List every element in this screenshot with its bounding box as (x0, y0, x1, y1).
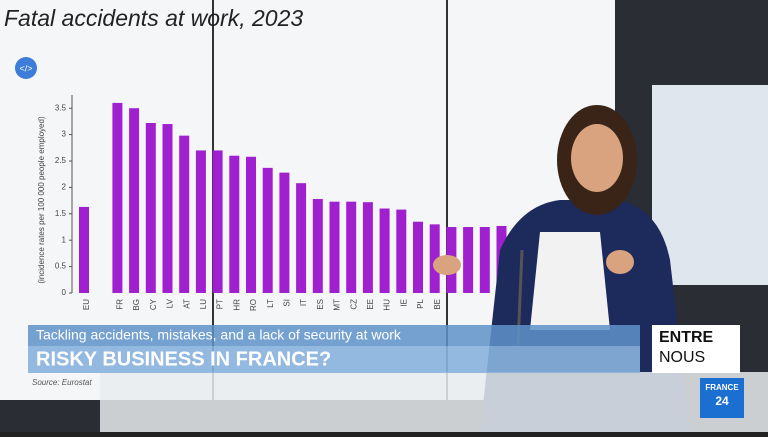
y-tick-label: 0.5 (55, 262, 67, 271)
bar (279, 172, 290, 293)
y-tick-label: 3 (62, 130, 67, 139)
subtitle: Tackling accidents, mistakes, and a lack… (36, 327, 402, 343)
x-tick-label: HR (232, 299, 241, 311)
y-tick-label: 2.5 (55, 156, 67, 165)
channel-logo (700, 378, 744, 418)
x-tick-label: BG (132, 299, 141, 311)
bar (145, 122, 156, 293)
x-tick-label: PT (216, 299, 225, 309)
y-tick-label: 1.5 (55, 209, 67, 218)
bar (112, 102, 123, 293)
channel-name: 24 (715, 394, 729, 408)
bar (396, 209, 407, 293)
headline: RISKY BUSINESS IN FRANCE? (36, 348, 331, 370)
x-tick-label: MT (333, 299, 342, 311)
bar (229, 155, 240, 293)
presenter-shirt (530, 232, 610, 330)
bar (413, 221, 423, 293)
x-tick-label: EE (366, 299, 375, 310)
x-tick-label: IT (299, 299, 308, 306)
show-name: NOUS (659, 349, 705, 366)
x-tick-label: LT (266, 299, 275, 308)
presenter-face (571, 124, 623, 192)
x-tick-label: IE (399, 299, 408, 307)
show-logo (652, 325, 740, 373)
bar (346, 201, 357, 293)
y-tick-label: 0 (62, 288, 67, 297)
x-tick-label: ES (316, 299, 325, 310)
x-tick-label: FR (116, 299, 125, 310)
y-tick-label: 1 (62, 235, 67, 244)
bar (429, 224, 440, 293)
x-tick-label: AT (182, 299, 191, 309)
presenter-hand (606, 250, 634, 274)
bar (129, 108, 140, 293)
x-tick-label: CY (149, 298, 158, 310)
x-tick-label: LU (199, 299, 208, 309)
bar (362, 202, 373, 293)
bar (79, 206, 89, 293)
x-tick-label: EU (82, 299, 91, 310)
bar (312, 199, 323, 293)
y-tick-label: 2 (62, 183, 67, 192)
bar (212, 150, 223, 293)
x-tick-label: SI (283, 299, 292, 307)
chart-title: Fatal accidents at work, 2023 (4, 5, 303, 31)
bar (379, 208, 390, 293)
bar (162, 124, 173, 293)
x-tick-label: LV (166, 298, 175, 308)
y-tick-label: 3.5 (55, 103, 67, 112)
embed-icon-glyph: </> (19, 63, 32, 73)
x-tick-label: CZ (349, 299, 358, 310)
bar (195, 150, 206, 293)
studio-screen (652, 85, 768, 285)
x-tick-label: PL (416, 298, 425, 308)
embed-icon (15, 57, 37, 79)
bar (296, 183, 307, 293)
desk (100, 372, 768, 432)
headline-band (28, 346, 640, 373)
x-tick-label: HU (383, 299, 392, 311)
bar (479, 227, 490, 293)
x-tick-label: RO (249, 299, 258, 311)
presenter-hand (433, 255, 461, 275)
bar (179, 135, 190, 293)
subtitle-band (28, 325, 640, 346)
bar (246, 156, 256, 293)
bar (463, 227, 474, 293)
bar (262, 167, 273, 293)
x-tick-label: BE (433, 299, 442, 310)
source: Source: Eurostat (32, 378, 92, 387)
bar (329, 201, 340, 293)
y-axis-label: (incidence rates per 100 000 people empl… (37, 116, 46, 284)
show-name: ENTRE (659, 329, 714, 346)
channel-name: FRANCE (705, 383, 739, 392)
